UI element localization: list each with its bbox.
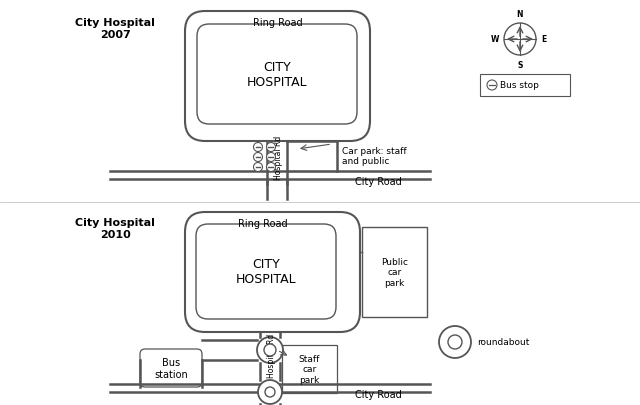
Circle shape (253, 163, 262, 172)
Text: N: N (516, 10, 524, 19)
Circle shape (266, 143, 275, 152)
Text: Ring Road: Ring Road (253, 18, 302, 28)
Text: roundabout: roundabout (477, 338, 529, 347)
Text: Public
car
park: Public car park (381, 258, 408, 287)
Text: City Hospital
2010: City Hospital 2010 (75, 217, 155, 239)
FancyBboxPatch shape (185, 213, 360, 332)
Text: CITY
HOSPITAL: CITY HOSPITAL (246, 61, 307, 89)
Text: Bus stop: Bus stop (500, 81, 539, 90)
Circle shape (265, 387, 275, 397)
Circle shape (253, 143, 262, 152)
Circle shape (266, 153, 275, 162)
Text: City Hospital
2007: City Hospital 2007 (75, 18, 155, 40)
Text: E: E (541, 35, 547, 45)
Text: CITY
HOSPITAL: CITY HOSPITAL (236, 258, 296, 286)
Circle shape (448, 335, 462, 349)
FancyBboxPatch shape (140, 349, 202, 387)
Text: W: W (491, 35, 499, 45)
Circle shape (264, 344, 276, 356)
Text: City Road: City Road (355, 389, 402, 399)
Bar (480, 75, 570, 97)
Text: Car park: staff
and public: Car park: staff and public (342, 147, 406, 166)
Circle shape (257, 337, 283, 363)
Text: S: S (517, 61, 523, 70)
Circle shape (439, 326, 471, 358)
Bar (282, 345, 337, 393)
Circle shape (487, 81, 497, 91)
Text: Hospital Rd: Hospital Rd (275, 136, 284, 180)
FancyBboxPatch shape (197, 25, 357, 125)
FancyBboxPatch shape (185, 12, 370, 142)
Circle shape (253, 153, 262, 162)
Text: City Road: City Road (355, 177, 402, 187)
FancyBboxPatch shape (196, 224, 336, 319)
Text: Bus
station: Bus station (154, 357, 188, 379)
Text: Hospital Rd: Hospital Rd (268, 333, 276, 377)
Text: Ring Road: Ring Road (237, 218, 287, 228)
Bar (362, 228, 427, 317)
Circle shape (258, 380, 282, 404)
Circle shape (266, 163, 275, 172)
Text: Staff
car
park: Staff car park (299, 354, 320, 384)
